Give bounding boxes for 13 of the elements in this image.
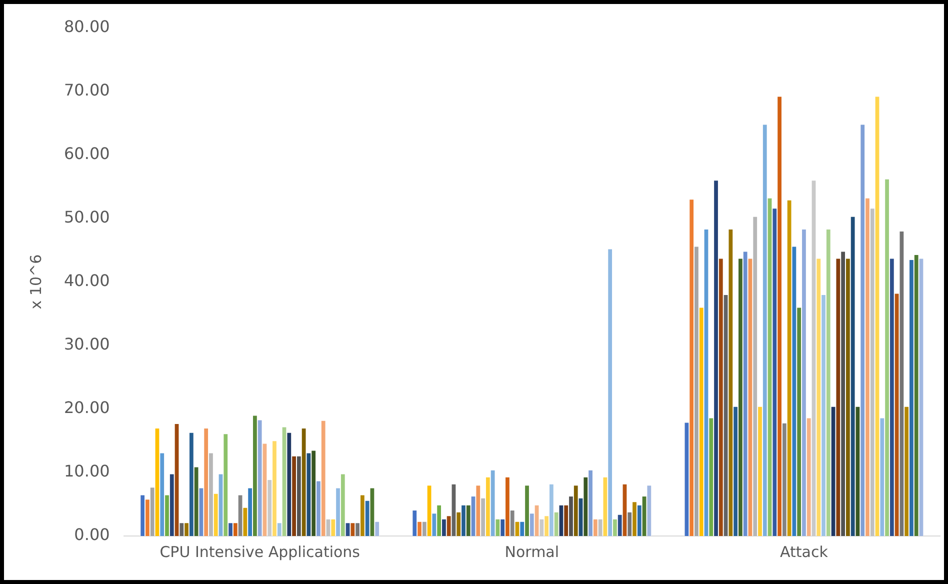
y-tick-label: 60.00 — [64, 144, 110, 163]
y-tick-label: 50.00 — [64, 207, 110, 226]
y-tick-label: 30.00 — [64, 334, 110, 354]
x-tick-label: CPU Intensive Applications — [160, 542, 360, 561]
x-tick-label: Attack — [780, 542, 828, 561]
y-tick-label: 20.00 — [64, 398, 110, 418]
x-tick-label: Normal — [504, 542, 560, 561]
y-tick-label: 80.00 — [64, 16, 110, 36]
y-tick-label: 70.00 — [64, 80, 110, 100]
y-axis-title: x 10^6 — [26, 254, 45, 310]
y-tick-label: 10.00 — [64, 462, 110, 481]
y-tick-label: 0.00 — [74, 525, 110, 544]
y-tick-label: 40.00 — [64, 270, 110, 290]
